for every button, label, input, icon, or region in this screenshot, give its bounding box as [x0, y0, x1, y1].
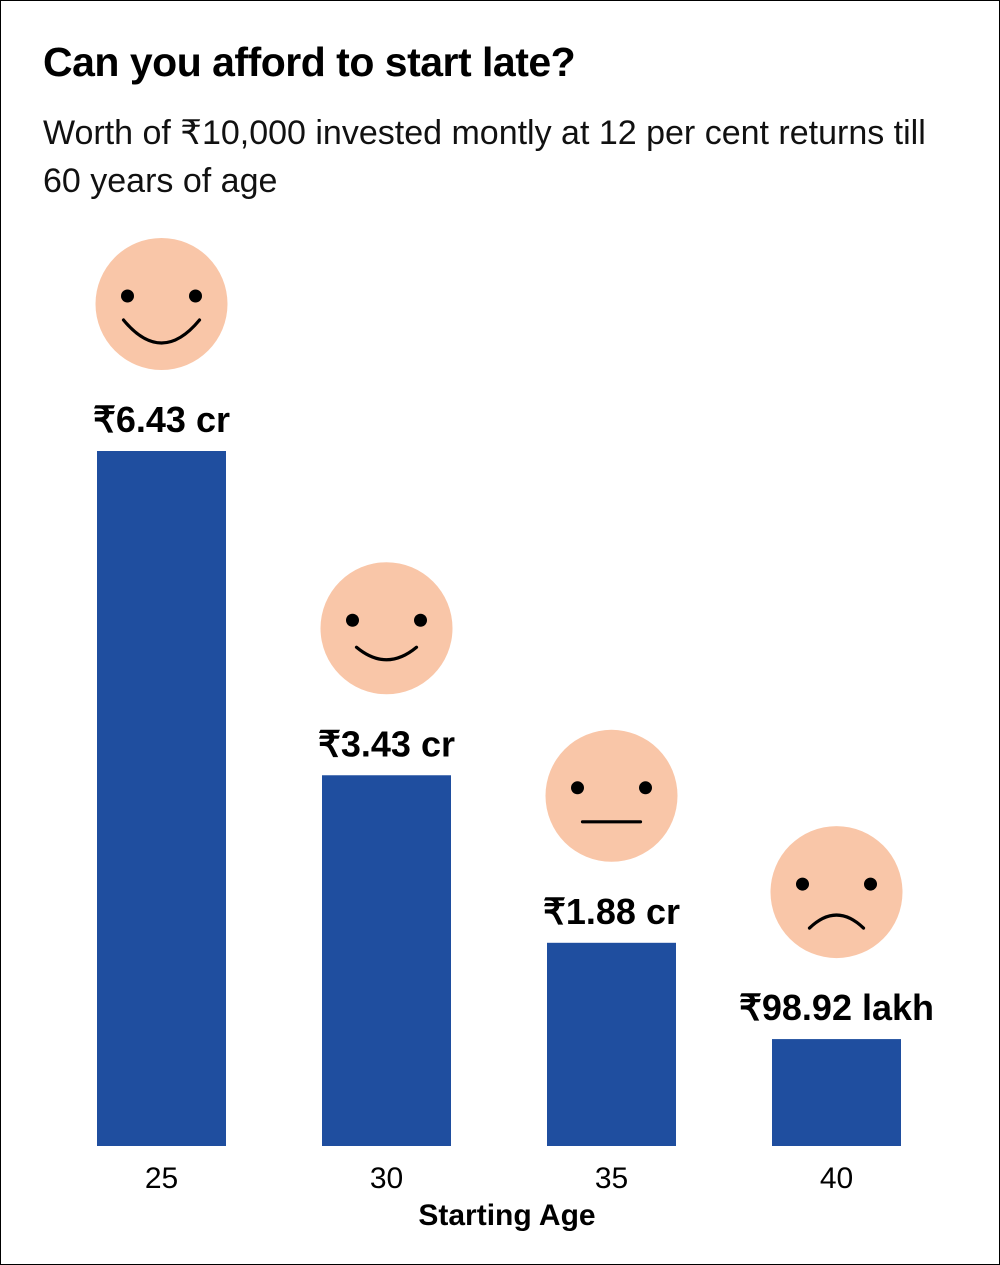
chart-subtitle: Worth of ₹10,000 invested montly at 12 p…: [43, 114, 926, 200]
smile-icon: [320, 562, 453, 695]
big-smile-icon: [95, 238, 228, 370]
x-tick-label: 35: [595, 1162, 628, 1195]
face-mouth: [354, 645, 419, 662]
face-eye-right: [414, 613, 427, 627]
x-tick-label: 30: [370, 1162, 403, 1195]
face-eye-left: [571, 781, 584, 795]
data-label-age-25: ₹6.43 cr: [93, 399, 230, 440]
bar-age-35: [547, 942, 676, 1146]
face-eye-right: [864, 877, 877, 891]
x-tick-label: 40: [820, 1162, 853, 1195]
bar-age-25: [97, 451, 226, 1146]
sad-face-icon: [770, 826, 903, 959]
bar-age-30: [322, 775, 451, 1146]
data-label-age-40: ₹98.92 lakh: [739, 987, 934, 1028]
face-mouth: [121, 318, 202, 345]
face-eye-left: [121, 289, 134, 303]
bar-age-40: [772, 1039, 901, 1146]
x-tick-label: 25: [145, 1162, 178, 1195]
neutral-face-icon: [545, 729, 678, 862]
data-label-age-35: ₹1.88 cr: [543, 891, 680, 932]
chart-title: Can you afford to start late?: [43, 39, 576, 85]
face-eye-right: [189, 289, 202, 303]
face-eye-right: [639, 781, 652, 795]
x-axis-title: Starting Age: [418, 1199, 595, 1232]
face-mouth: [807, 913, 866, 930]
face-eye-left: [796, 877, 809, 891]
face-eye-left: [346, 613, 359, 627]
data-label-age-30: ₹3.43 cr: [318, 723, 455, 764]
